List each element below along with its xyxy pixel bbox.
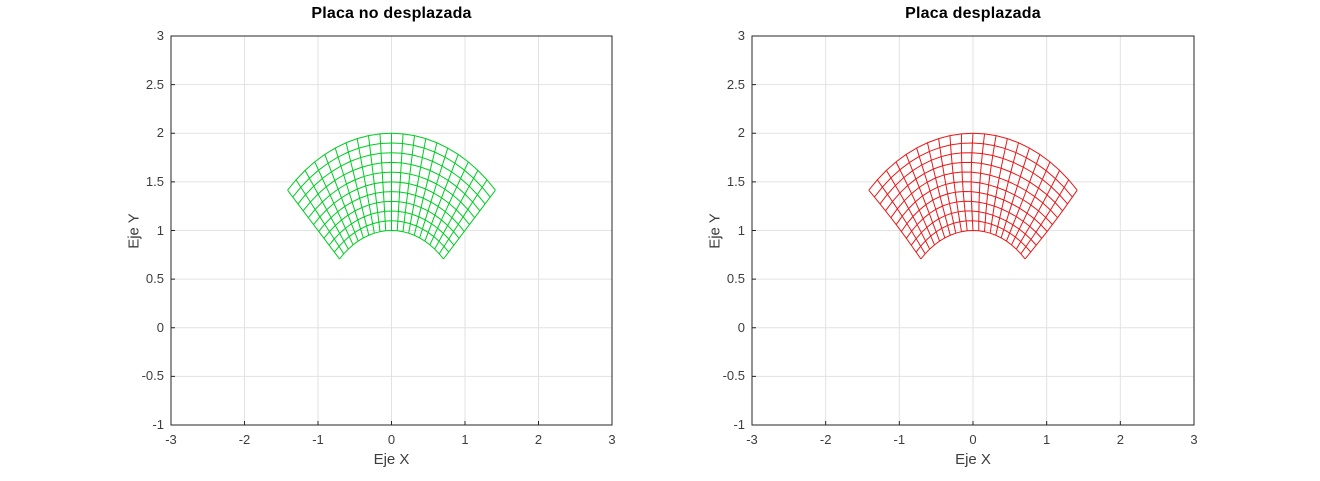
mesh-line xyxy=(334,147,364,239)
y-tick-label: 3 xyxy=(156,28,164,43)
mesh-line xyxy=(984,135,997,232)
x-tick-label: -1 xyxy=(893,432,906,447)
mesh-line xyxy=(368,135,381,232)
mesh-line xyxy=(1024,189,1078,260)
x-tick-label: 0 xyxy=(387,432,396,447)
mesh-line xyxy=(429,161,469,246)
mesh-line xyxy=(1011,161,1051,246)
y-tick-label: 3 xyxy=(737,28,745,43)
mesh-line xyxy=(916,147,946,239)
y-tick-label: 1.5 xyxy=(145,173,164,189)
mesh-line xyxy=(413,142,438,236)
mesh-line xyxy=(905,154,941,242)
axes-box xyxy=(751,35,1195,426)
mesh-line xyxy=(295,179,345,255)
y-tick-label: 0.5 xyxy=(726,271,745,287)
mesh-line xyxy=(408,138,427,234)
mesh-line xyxy=(314,161,354,246)
mesh-line xyxy=(970,133,974,231)
y-tick-label: 2 xyxy=(737,125,745,141)
x-tick-label: -1 xyxy=(312,432,324,447)
mesh-placa-desplazada xyxy=(868,132,1078,260)
x-tick-label: 1 xyxy=(1043,432,1051,447)
x-tick-label: 0 xyxy=(969,432,977,447)
mesh-line xyxy=(895,161,935,246)
x-tick-label: -2 xyxy=(238,432,251,447)
y-tick-label: -1 xyxy=(733,417,745,432)
y-tick-label: 1 xyxy=(156,222,164,238)
y-tick-label: 2.5 xyxy=(145,76,164,92)
mesh-line xyxy=(379,133,387,231)
x-tick-label: 2 xyxy=(534,432,543,447)
mesh-line xyxy=(989,138,1008,234)
x-axis-label-left: Eje X xyxy=(373,451,410,468)
mesh-line xyxy=(356,138,375,234)
mesh-line xyxy=(960,133,968,231)
mesh-line xyxy=(438,179,488,255)
mesh-line xyxy=(885,170,931,250)
x-tick-label: -3 xyxy=(165,432,177,447)
x-axis-label-right: Eje X xyxy=(955,451,991,468)
y-tick-label: 1.5 xyxy=(726,173,745,189)
mesh-line xyxy=(876,179,926,255)
mesh-line xyxy=(1020,179,1070,255)
x-tick-label: 3 xyxy=(1190,432,1198,447)
y-tick-label: 1 xyxy=(737,222,745,238)
mesh-line xyxy=(324,154,359,242)
mesh-line xyxy=(978,133,986,231)
x-tick-label: 1 xyxy=(461,432,469,447)
y-tick-label: 0 xyxy=(737,319,745,335)
y-tick-label: 2 xyxy=(156,125,164,141)
y-tick-label: 0.5 xyxy=(145,271,164,287)
mesh-line xyxy=(868,189,922,260)
mesh-line xyxy=(304,170,349,250)
x-tick-label: -3 xyxy=(746,432,758,447)
mesh-line xyxy=(287,189,340,260)
mesh-line xyxy=(434,170,479,250)
mesh-line xyxy=(419,147,449,239)
mesh-line xyxy=(345,142,370,236)
y-tick-label: -0.5 xyxy=(141,368,164,384)
mesh-line xyxy=(402,135,415,232)
mesh-line xyxy=(424,154,459,242)
axes-box xyxy=(170,35,613,426)
plot-title-left: Placa no desplazada xyxy=(311,5,472,22)
mesh-placa-no-desplazada xyxy=(287,132,496,260)
plot-title-right: Placa desplazada xyxy=(905,5,1041,22)
y-tick-label: 2.5 xyxy=(726,76,745,92)
mesh-line xyxy=(995,142,1020,236)
x-tick-label: -2 xyxy=(819,432,832,447)
mesh-line xyxy=(1000,147,1030,239)
mesh-line xyxy=(949,135,962,232)
mesh-line xyxy=(443,189,496,260)
y-tick-label: -0.5 xyxy=(722,368,745,384)
mesh-line xyxy=(1005,154,1041,242)
mesh-line xyxy=(938,138,957,234)
x-tick-label: 3 xyxy=(608,432,616,447)
mesh-line xyxy=(396,133,404,231)
x-tick-label: 2 xyxy=(1116,432,1124,447)
mesh-line xyxy=(1015,170,1061,250)
y-tick-label: -1 xyxy=(152,417,164,432)
mesh-line xyxy=(926,142,951,236)
y-tick-label: 0 xyxy=(156,319,164,335)
